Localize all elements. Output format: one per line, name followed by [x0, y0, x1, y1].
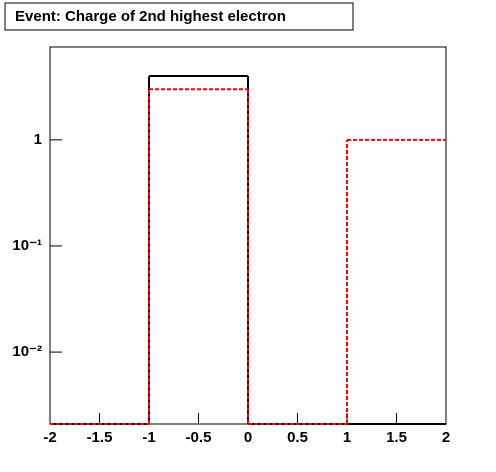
x-tick-label: 1	[343, 429, 351, 446]
x-tick-label: -0.5	[186, 429, 212, 446]
x-tick-label: 0.5	[287, 429, 308, 446]
x-tick-label: 2	[442, 429, 450, 446]
x-tick-label: -1.5	[87, 429, 113, 446]
title-box	[4, 2, 354, 31]
x-tick-label: 1.5	[386, 429, 407, 446]
y-tick-label: 1	[34, 131, 42, 148]
y-tick-label: 10⁻¹	[12, 237, 42, 254]
x-tick-label: 0	[244, 429, 252, 446]
x-tick-label: -1	[142, 429, 155, 446]
chart-title: Event: Charge of 2nd highest electron	[15, 8, 286, 25]
x-tick-label: -2	[43, 429, 56, 446]
y-tick-label: 10⁻²	[12, 343, 42, 360]
